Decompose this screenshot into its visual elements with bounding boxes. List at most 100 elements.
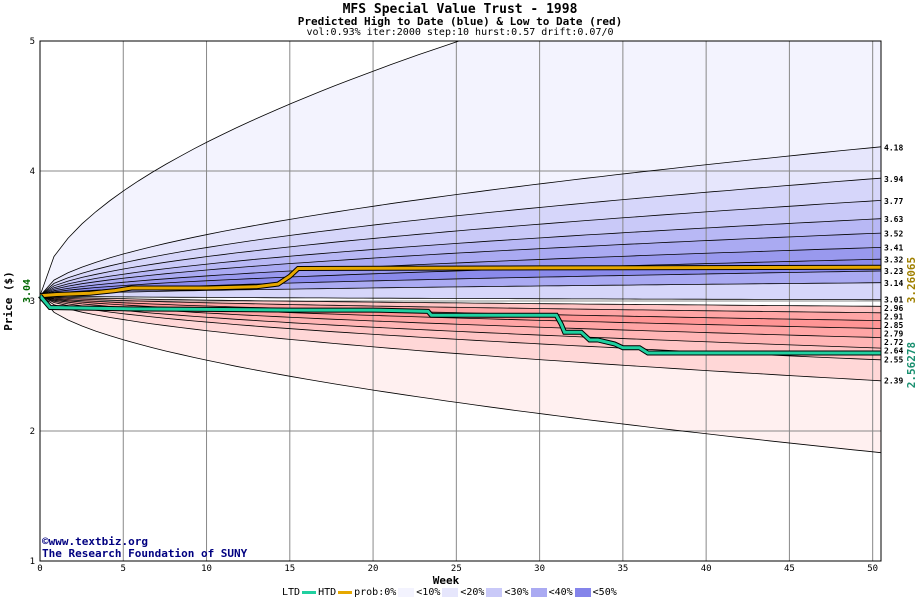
quantile-label: 3.01 bbox=[884, 296, 903, 305]
high-band bbox=[40, 233, 881, 296]
y-axis-ticks: 1 2 3 4 5 bbox=[30, 37, 35, 567]
x-tick-label: 10 bbox=[201, 564, 212, 574]
low-band bbox=[40, 295, 881, 329]
legend-swatch-50 bbox=[574, 588, 591, 597]
high-band bbox=[40, 146, 881, 296]
quantile-label: 3.94 bbox=[884, 175, 903, 184]
quantile-contour bbox=[40, 295, 881, 301]
quantile-contour bbox=[40, 41, 461, 296]
chart-parameters: vol:0.93% iter:2000 step:10 hurst:0.57 d… bbox=[306, 27, 614, 38]
x-tick-label: 30 bbox=[534, 564, 545, 574]
quantile-contour bbox=[40, 218, 881, 297]
quantile-label: 3.41 bbox=[884, 244, 903, 253]
quantile-label: 2.91 bbox=[884, 313, 903, 322]
quantile-label: 3.63 bbox=[884, 215, 903, 224]
x-tick-label: 0 bbox=[37, 564, 42, 574]
quantile-contour bbox=[40, 232, 881, 297]
quantile-contour bbox=[40, 247, 881, 297]
y-tick-label: 5 bbox=[30, 37, 35, 47]
quantile-label: 2.72 bbox=[884, 338, 903, 347]
high-band bbox=[40, 247, 881, 296]
legend-swatch-10 bbox=[398, 588, 415, 597]
legend-swatch-40 bbox=[530, 588, 547, 597]
legend-ltd-swatch bbox=[302, 591, 317, 594]
x-axis-ticks: 0 5 10 15 20 25 30 35 40 45 50 bbox=[37, 564, 878, 574]
quantile-label: 2.79 bbox=[884, 330, 903, 339]
low-band bbox=[40, 295, 881, 321]
y-tick-label: 3 bbox=[30, 297, 35, 307]
quantile-label: 3.14 bbox=[884, 279, 903, 288]
quantile-label: 2.39 bbox=[884, 376, 903, 385]
credit-org: The Research Foundation of SUNY bbox=[42, 547, 248, 560]
y-tick-label: 2 bbox=[30, 427, 35, 437]
quantile-label: 2.85 bbox=[884, 321, 903, 330]
legend-bin-20: <20% bbox=[460, 587, 485, 598]
x-tick-label: 35 bbox=[617, 564, 628, 574]
quantile-label: 2.55 bbox=[884, 356, 903, 365]
quantile-contour bbox=[40, 177, 881, 297]
quantile-contour bbox=[40, 200, 881, 297]
quantile-label: 4.18 bbox=[884, 144, 903, 153]
plot-frame bbox=[39, 40, 882, 562]
legend-bin-30: <30% bbox=[504, 587, 529, 598]
x-tick-label: 50 bbox=[867, 564, 878, 574]
legend-swatch-30 bbox=[486, 588, 503, 597]
credit-site: ©www.textbiz.org bbox=[42, 535, 148, 548]
quantile-label: 3.77 bbox=[884, 197, 903, 206]
high-band bbox=[40, 218, 881, 296]
y-tick-label: 1 bbox=[30, 557, 35, 567]
start-price-label: 3.04 bbox=[22, 279, 33, 303]
legend-htd-swatch bbox=[338, 591, 353, 594]
ltd-end-value: 2.56278 bbox=[905, 342, 918, 388]
quantile-contour bbox=[40, 295, 881, 307]
quantile-contour bbox=[40, 295, 881, 454]
low-band bbox=[40, 295, 881, 453]
legend: LTD HTD prob:0% <10% <20% <30% <40% <50% bbox=[282, 587, 617, 598]
probability-bands bbox=[40, 41, 881, 453]
low-band bbox=[40, 295, 881, 381]
high-band bbox=[40, 200, 881, 296]
quantile-contour bbox=[40, 258, 881, 297]
low-band bbox=[40, 295, 881, 313]
x-tick-label: 5 bbox=[121, 564, 126, 574]
high-band bbox=[40, 282, 881, 300]
legend-bin-50: <50% bbox=[592, 587, 617, 598]
x-tick-label: 25 bbox=[451, 564, 462, 574]
series-line-htd bbox=[39, 265, 882, 298]
x-axis-label: Week bbox=[433, 574, 460, 587]
low-band bbox=[40, 295, 881, 349]
low-band bbox=[40, 295, 881, 338]
right-quantile-labels: 4.18 3.94 3.77 3.63 3.52 3.41 3.32 3.23 3.14 3.01… bbox=[884, 144, 903, 386]
chart-subtitle: Predicted High to Date (blue) & Low to D… bbox=[297, 15, 623, 28]
quantile-label: 2.64 bbox=[884, 347, 903, 356]
y-axis-label: Price ($) bbox=[2, 271, 15, 331]
high-band bbox=[40, 41, 881, 296]
quantile-label: 3.52 bbox=[884, 229, 903, 238]
y-tick-label: 4 bbox=[30, 167, 35, 177]
quantile-contours bbox=[40, 41, 881, 454]
legend-prob-label: prob:0% bbox=[354, 587, 397, 598]
quantile-contour bbox=[40, 146, 881, 297]
series-lines bbox=[38, 264, 882, 356]
quantile-label: 3.23 bbox=[884, 267, 903, 276]
x-tick-label: 20 bbox=[368, 564, 379, 574]
quantile-contour bbox=[40, 295, 881, 314]
quantile-contour bbox=[40, 295, 881, 349]
series-line-ltd bbox=[38, 294, 881, 355]
low-band bbox=[40, 295, 881, 360]
quantile-contour bbox=[40, 282, 881, 297]
chart-title: MFS Special Value Trust - 1998 bbox=[342, 2, 578, 17]
high-band bbox=[40, 178, 881, 296]
htd-end-value: 3.26065 bbox=[905, 257, 918, 303]
quantile-contour bbox=[40, 295, 881, 382]
quantile-label: 3.32 bbox=[884, 255, 903, 264]
x-tick-label: 15 bbox=[284, 564, 295, 574]
x-tick-label: 45 bbox=[784, 564, 795, 574]
legend-swatch-20 bbox=[442, 588, 459, 597]
legend-bin-40: <40% bbox=[548, 587, 573, 598]
quantile-label: 2.96 bbox=[884, 304, 903, 313]
legend-bin-10: <10% bbox=[416, 587, 441, 598]
x-tick-label: 40 bbox=[701, 564, 712, 574]
legend-htd-label: HTD bbox=[318, 587, 337, 598]
